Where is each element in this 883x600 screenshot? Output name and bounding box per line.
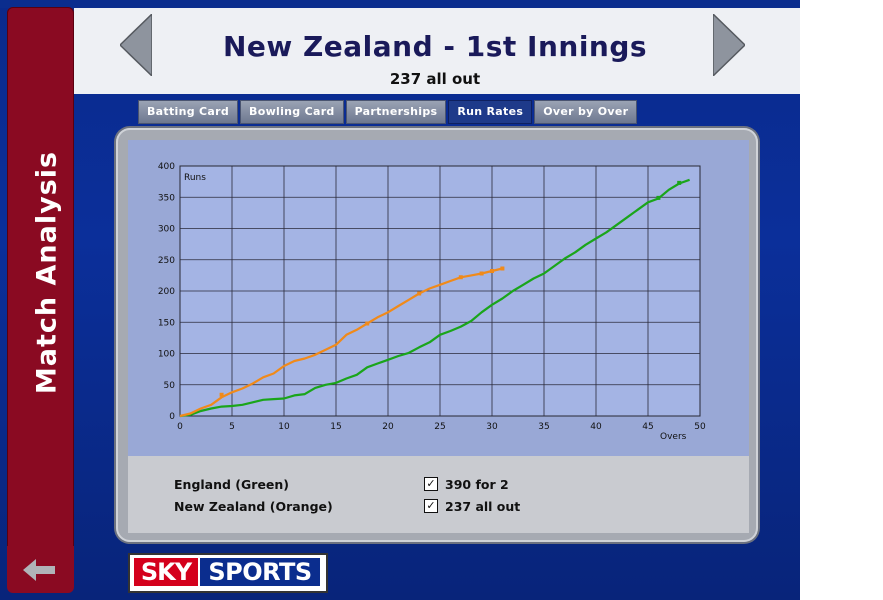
x-tick-label: 10 xyxy=(278,422,290,432)
legend-new-zealand-label: New Zealand (Orange) xyxy=(174,499,333,514)
y-tick-label: 0 xyxy=(169,412,175,422)
tab-batting-card[interactable]: Batting Card xyxy=(138,100,239,124)
legend-england-label: England (Green) xyxy=(174,477,290,492)
england-run-line xyxy=(179,178,690,418)
x-tick-label: 35 xyxy=(538,422,549,432)
tab-partnerships[interactable]: Partnerships xyxy=(345,100,447,124)
england-score: 390 for 2 xyxy=(445,477,509,492)
x-axis-label: Overs xyxy=(660,432,687,442)
y-tick-label: 400 xyxy=(158,162,175,172)
wicket-marker xyxy=(365,321,370,326)
logo-sky-text: SKY xyxy=(134,558,198,586)
y-tick-label: 250 xyxy=(158,256,175,266)
top-strip xyxy=(0,0,800,8)
sidebar-title: Match Analysis xyxy=(31,150,63,395)
run-rate-chart: 0 5 10 15 20 25 30 35 40 45 50 0 50 100 150 200 250 300 35… xyxy=(158,162,706,442)
innings-score: 237 all out xyxy=(389,70,481,88)
x-tick-label: 15 xyxy=(330,422,341,432)
x-tick-label: 20 xyxy=(382,422,394,432)
new-zealand-score: 237 all out xyxy=(445,499,521,514)
previous-innings-arrow-icon[interactable] xyxy=(120,14,152,76)
logo-sports-text: SPORTS xyxy=(200,558,320,586)
y-tick-label: 200 xyxy=(158,287,175,297)
wicket-marker xyxy=(656,195,661,200)
page-title: New Zealand - 1st Innings xyxy=(222,30,648,63)
england-series-checkbox[interactable]: ✓ xyxy=(424,477,438,491)
x-tick-label: 0 xyxy=(177,422,183,432)
sky-sports-logo: SKY SPORTS xyxy=(128,553,328,593)
x-tick-label: 5 xyxy=(229,422,235,432)
new-zealand-run-line xyxy=(179,267,503,418)
legend-area xyxy=(128,456,749,533)
y-axis-label: Runs xyxy=(184,173,206,183)
tab-run-rates[interactable]: Run Rates xyxy=(448,100,533,124)
y-tick-label: 50 xyxy=(164,381,176,391)
x-tick-label: 50 xyxy=(694,422,706,432)
wicket-marker xyxy=(458,275,463,280)
tab-bar: Batting Card Bowling Card Partnerships R… xyxy=(138,100,639,124)
x-tick-label: 30 xyxy=(486,422,498,432)
wicket-marker xyxy=(490,269,494,273)
sidebar: Match Analysis xyxy=(7,7,74,547)
x-tick-label: 45 xyxy=(642,422,653,432)
y-tick-label: 300 xyxy=(158,225,175,235)
wicket-marker xyxy=(219,392,224,397)
header-band xyxy=(74,8,800,94)
new-zealand-series-checkbox[interactable]: ✓ xyxy=(424,499,438,513)
tab-bowling-card[interactable]: Bowling Card xyxy=(240,100,344,124)
y-tick-label: 100 xyxy=(158,350,175,360)
wicket-marker xyxy=(677,180,682,185)
next-innings-arrow-icon[interactable] xyxy=(713,14,745,76)
arrow-left-icon xyxy=(23,559,55,581)
back-button[interactable] xyxy=(7,546,74,593)
x-tick-label: 25 xyxy=(434,422,445,432)
x-tick-label: 40 xyxy=(590,422,602,432)
y-tick-label: 150 xyxy=(158,318,175,328)
wicket-marker xyxy=(500,266,505,271)
wicket-marker xyxy=(417,291,422,296)
tab-over-by-over[interactable]: Over by Over xyxy=(534,100,638,124)
wicket-marker xyxy=(479,271,484,276)
y-tick-label: 350 xyxy=(158,193,175,203)
